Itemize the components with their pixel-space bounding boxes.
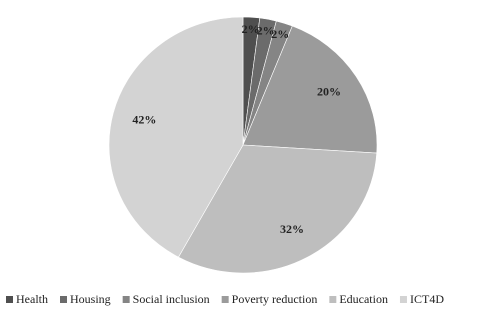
- legend-swatch: [6, 296, 13, 303]
- legend-label: Health: [16, 292, 48, 306]
- pie-slice: [178, 144, 378, 274]
- legend-swatch: [399, 296, 407, 303]
- legend-swatch: [221, 296, 229, 303]
- data-label: 20%: [317, 85, 341, 99]
- legend-label: Social inclusion: [133, 292, 210, 306]
- legend-label: ICT4D: [410, 292, 444, 306]
- legend-swatch: [122, 296, 130, 303]
- data-label: 2%: [271, 27, 289, 41]
- legend-swatch: [60, 296, 67, 303]
- pie-slice: [108, 16, 244, 258]
- legend-label: Poverty reduction: [232, 292, 318, 306]
- data-label: 2%: [257, 24, 275, 38]
- legend-label: Education: [339, 292, 388, 306]
- pie-slice: [242, 25, 378, 154]
- data-label: 32%: [280, 222, 304, 236]
- legend-label: Housing: [70, 292, 111, 306]
- data-label: 2%: [242, 22, 260, 36]
- legend-swatch: [329, 296, 337, 303]
- data-label: 42%: [132, 113, 156, 127]
